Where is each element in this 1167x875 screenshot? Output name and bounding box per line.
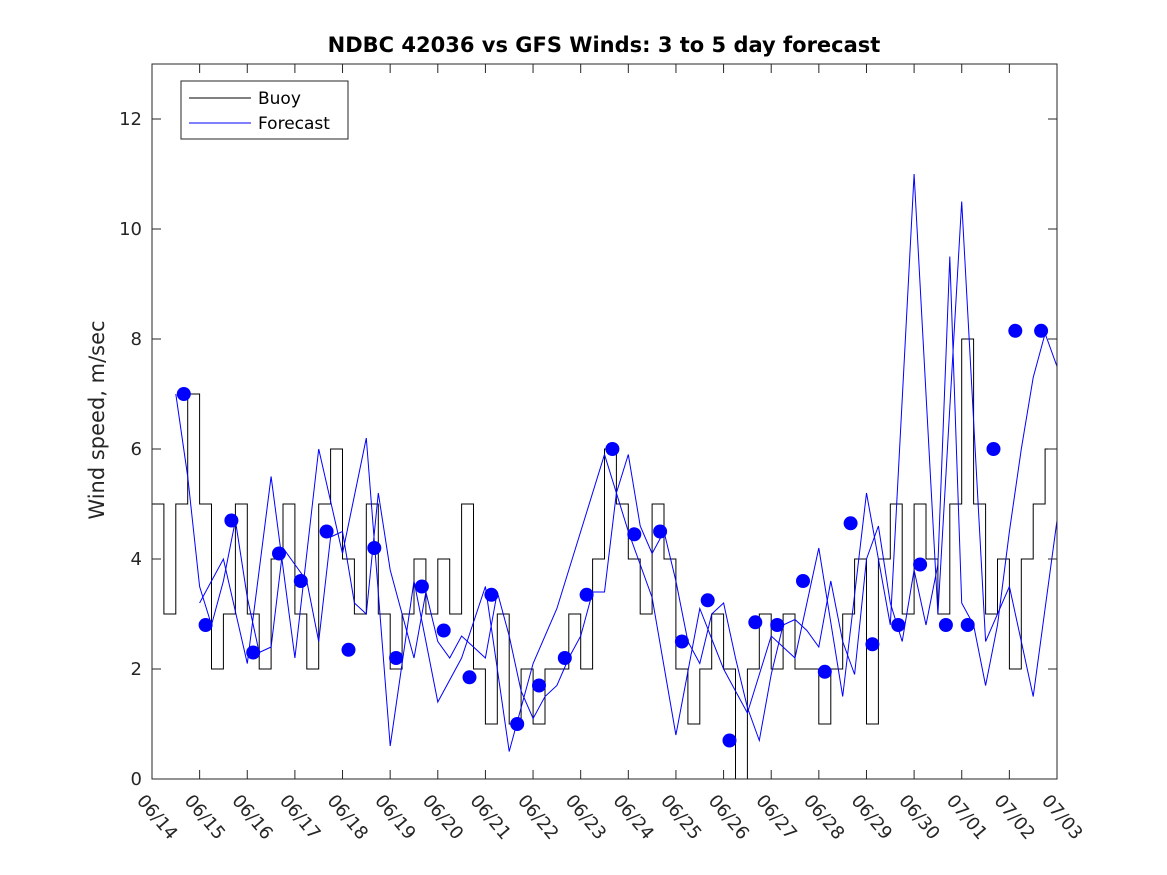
forecast-marker — [865, 637, 880, 652]
forecast-marker — [557, 651, 572, 665]
forecast-marker — [627, 527, 642, 542]
forecast-marker — [293, 574, 308, 588]
forecast-marker — [389, 651, 404, 665]
forecast-marker — [246, 645, 261, 660]
chart-title: NDBC 42036 vs GFS Winds: 3 to 5 day fore… — [328, 33, 881, 57]
forecast-marker — [891, 618, 906, 632]
forecast-marker — [770, 618, 785, 632]
y-tick-label: 2 — [131, 659, 142, 680]
forecast-marker — [938, 618, 953, 632]
forecast-marker — [319, 524, 334, 539]
forecast-marker — [796, 574, 810, 588]
plot-area — [152, 173, 1057, 779]
forecast-marker — [653, 524, 668, 539]
forecast-marker — [674, 634, 689, 649]
forecast-marker — [272, 546, 286, 561]
forecast-marker — [462, 670, 477, 685]
forecast-marker — [224, 513, 239, 528]
legend-label-forecast: Forecast — [258, 114, 330, 134]
forecast-marker — [414, 579, 429, 594]
y-axis-label: Wind speed, m/sec — [85, 320, 109, 519]
forecast-marker — [913, 557, 928, 572]
forecast-marker — [579, 587, 594, 602]
forecast-marker — [986, 442, 1001, 456]
forecast-marker — [510, 717, 525, 731]
forecast-marker — [484, 587, 499, 602]
y-tick-label: 6 — [131, 439, 142, 460]
forecast-marker — [722, 733, 737, 748]
forecast-marker — [960, 618, 975, 632]
forecast-marker — [198, 618, 213, 632]
forecast-marker — [817, 664, 832, 679]
buoy-series-line — [152, 338, 1057, 779]
plot-clipped-group — [152, 173, 1057, 779]
forecast-marker — [176, 387, 191, 401]
forecast-marker — [367, 541, 382, 555]
legend-label-buoy: Buoy — [258, 89, 301, 109]
legend: Buoy Forecast — [180, 80, 349, 140]
forecast-marker — [341, 642, 356, 657]
forecast-marker — [532, 678, 546, 693]
y-tick-label: 8 — [131, 329, 142, 350]
forecast-marker — [1034, 323, 1049, 338]
forecast-marker — [748, 615, 763, 630]
forecast-marker — [843, 516, 858, 531]
axes-box — [151, 63, 1058, 780]
forecast-marker — [700, 593, 715, 608]
legend-box — [180, 80, 349, 140]
y-tick-label: 10 — [119, 219, 142, 240]
forecast-marker — [605, 442, 620, 456]
y-tick-label: 12 — [119, 109, 142, 130]
forecast-marker — [1008, 323, 1023, 338]
y-tick-label: 0 — [131, 769, 142, 790]
y-tick-label: 4 — [131, 549, 142, 570]
forecast-marker — [436, 623, 451, 638]
